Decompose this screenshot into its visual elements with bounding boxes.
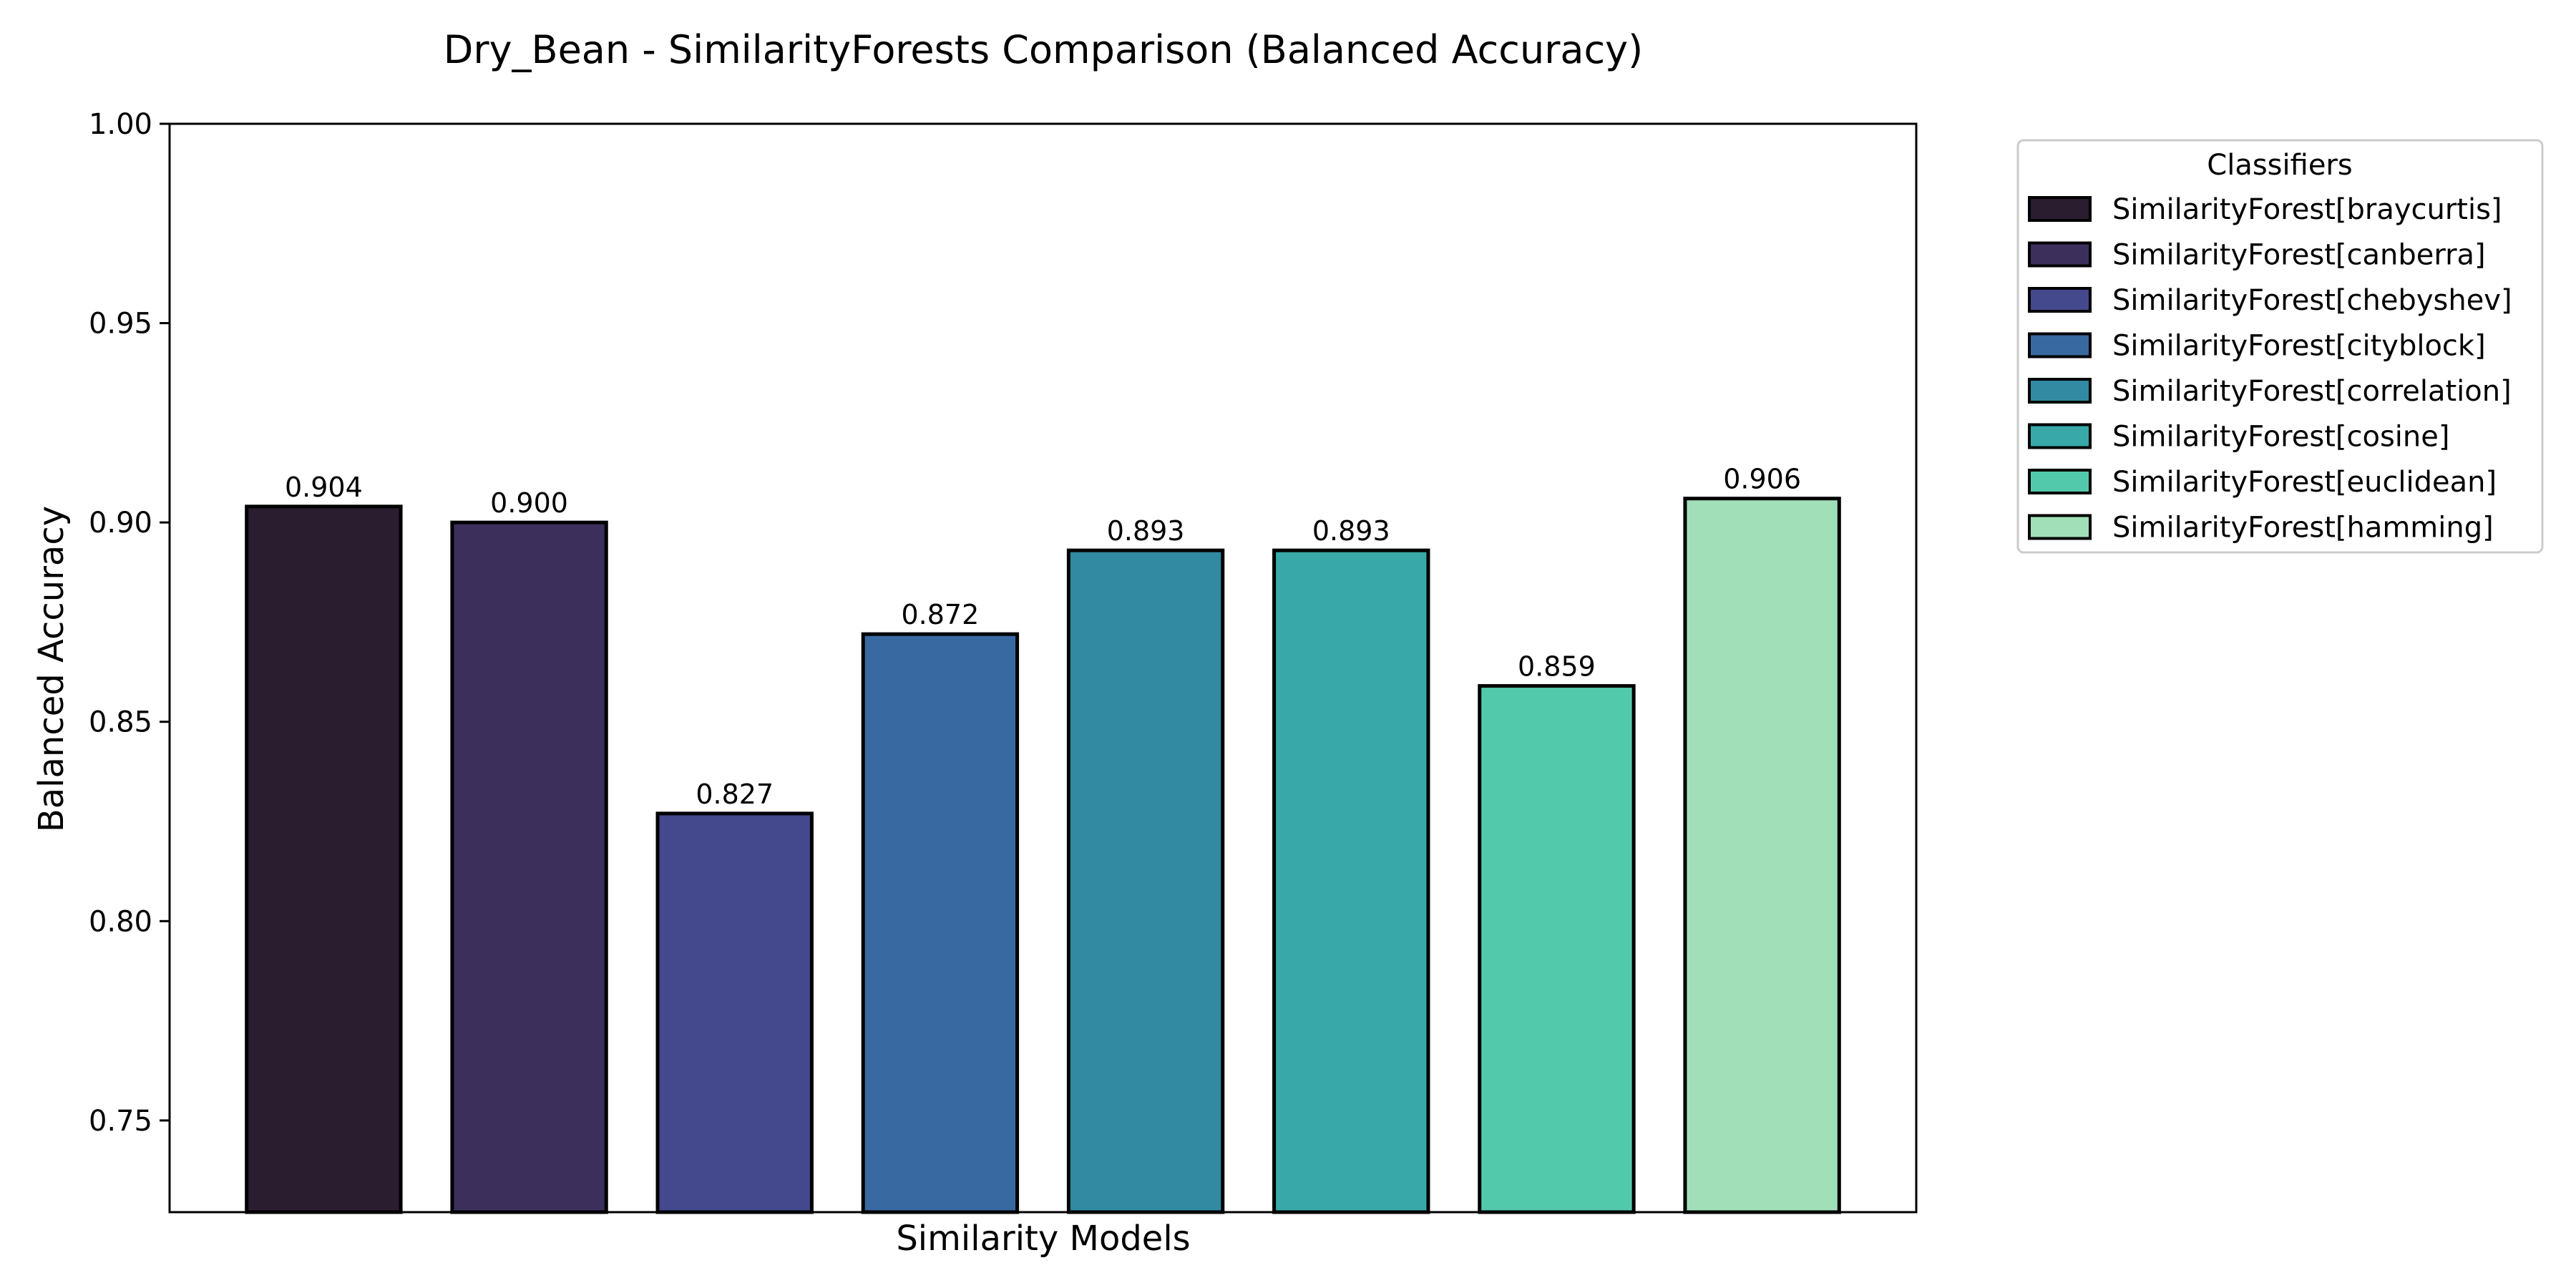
legend-box [2016,139,2544,554]
bar-value-labels: 0.904 0.900 0.827 0.872 0.893 0.893 0.859 0.906 [285,464,1801,810]
bar [1272,548,1430,1214]
bar [450,520,608,1214]
legend-swatch [2028,241,2092,268]
bar [1066,548,1225,1214]
bar-value-label: 0.900 [490,487,568,519]
y-axis-label: Balanced Accuracy [31,506,72,832]
y-tick-label: 0.90 [89,507,152,540]
legend-swatch [2028,287,2092,313]
bar [861,632,1020,1214]
legend-swatch [2028,514,2092,540]
bar [245,504,403,1214]
legend-swatch [2028,469,2092,494]
y-tick-label: 1.00 [89,108,152,141]
legend-entry-label: SimilarityForest[cosine] [2112,421,2449,454]
bar-value-label: 0.893 [1107,515,1185,547]
bar-value-label: 0.827 [696,779,774,810]
y-tick-label: 0.85 [89,706,152,739]
legend-swatch [2028,196,2092,222]
legend-entry-label: SimilarityForest[chebyshev] [2112,284,2512,317]
legend-entry-label: SimilarityForest[correlation] [2112,375,2512,408]
y-tick-label: 0.95 [89,308,152,341]
x-axis-label: Similarity Models [896,1219,1190,1259]
bar [1683,497,1841,1214]
legend-entry-label: SimilarityForest[euclidean] [2112,466,2497,499]
legend-swatch [2028,332,2092,358]
bar-value-label: 0.906 [1723,464,1801,495]
y-axis-ticks: 0.75 0.80 0.85 0.90 0.95 1.00 [89,108,170,1138]
legend: Classifiers SimilarityForest[braycurtis]… [2016,139,2544,554]
legend-entry-label: SimilarityForest[cityblock] [2112,330,2486,363]
legend-title: Classifiers [2207,149,2352,182]
bar-value-label: 0.859 [1518,651,1596,683]
legend-entry-label: SimilarityForest[hamming] [2112,512,2494,545]
bar [1478,684,1636,1214]
legend-swatch [2028,423,2092,449]
legend-entry-label: SimilarityForest[canberra] [2112,239,2486,272]
plot-frame [168,122,1918,1214]
chart-title: Dry_Bean - SimilarityForests Comparison … [444,27,1643,72]
legend-entry-label: SimilarityForest[braycurtis] [2112,193,2502,226]
y-tick-label: 0.75 [89,1105,152,1138]
y-tick-label: 0.80 [89,905,152,938]
bar-value-label: 0.893 [1312,515,1390,547]
legend-items: SimilarityForest[braycurtis] SimilarityFo… [2028,193,2512,545]
bar [655,811,814,1214]
bar-series [245,497,1841,1214]
bar-value-label: 0.904 [285,472,363,503]
legend-swatch [2028,378,2092,404]
bar-value-label: 0.872 [902,599,980,630]
